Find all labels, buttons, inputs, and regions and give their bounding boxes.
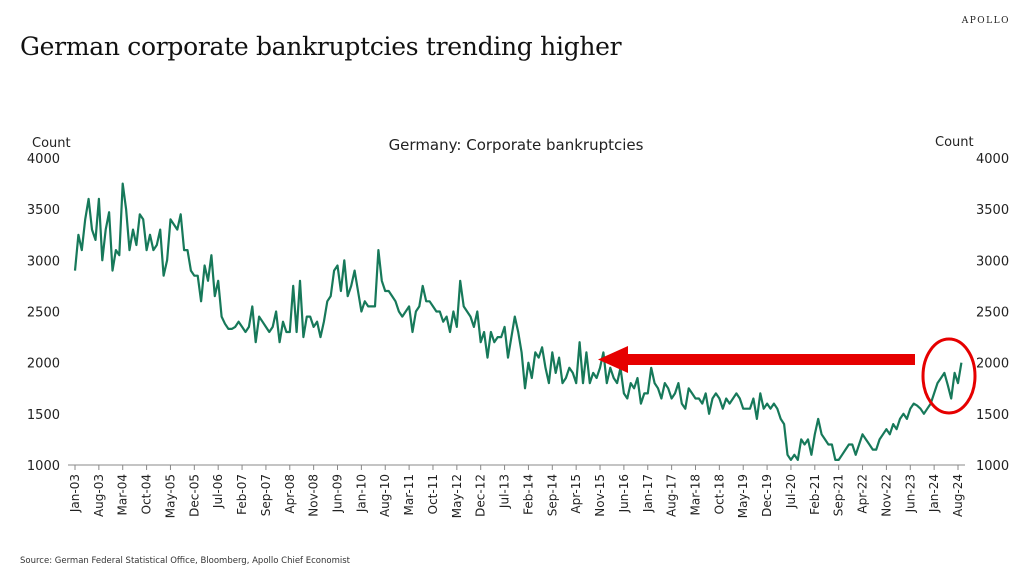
x-tick-label: Aug-24 — [951, 474, 965, 517]
x-tick-label: Mar-11 — [402, 474, 416, 515]
x-tick-label: May-12 — [450, 474, 464, 518]
y-tick-label-right: 2500 — [976, 306, 1009, 321]
x-tick-label: Jun-09 — [331, 474, 345, 513]
y-tick-label-left: 3000 — [27, 254, 60, 269]
y-tick-label-left: 2000 — [27, 357, 60, 372]
x-tick-label: Aug-10 — [378, 474, 392, 517]
x-tick-label: Jan-17 — [641, 474, 655, 513]
x-tick-label: Oct-18 — [712, 474, 726, 514]
x-tick-label: Oct-04 — [140, 474, 154, 514]
y-tick-label-right: 3000 — [976, 254, 1009, 269]
y-tick-label-left: 4000 — [27, 152, 60, 167]
x-tick-label: Feb-14 — [521, 474, 535, 515]
x-tick-label: Nov-08 — [307, 474, 321, 517]
highlight-circle — [921, 337, 977, 415]
x-tick-label: Mar-04 — [116, 474, 130, 515]
y-tick-label-right: 1000 — [976, 459, 1009, 474]
x-tick-label: Nov-22 — [879, 474, 893, 517]
chart-title: Germany: Corporate bankruptcies — [389, 136, 644, 154]
series-line-bankruptcies — [73, 182, 963, 461]
y-tick-label-right: 4000 — [976, 152, 1009, 167]
x-tick-label: Feb-21 — [808, 474, 822, 515]
y-tick-label-left: 3500 — [27, 203, 60, 218]
x-tick-label: Jul-06 — [211, 474, 225, 509]
x-tick-label: Sep-07 — [259, 474, 273, 516]
y-axis-label-left: Count — [32, 136, 71, 151]
x-tick-label: May-19 — [736, 474, 750, 518]
x-tick-label: Sep-21 — [832, 474, 846, 516]
arrow-shaft — [622, 354, 915, 365]
x-tick-label: Jul-13 — [498, 474, 512, 509]
y-tick-label-left: 1500 — [27, 408, 60, 423]
x-tick-label: Apr-08 — [283, 474, 297, 514]
x-tick-label: Oct-11 — [426, 474, 440, 514]
x-tick-label: Jan-10 — [354, 474, 368, 513]
x-tick-label: Apr-15 — [569, 474, 583, 514]
x-tick-label: Dec-19 — [760, 474, 774, 517]
x-tick-label: Aug-17 — [665, 474, 679, 517]
page-title: German corporate bankruptcies trending h… — [20, 32, 622, 61]
y-tick-label-right: 3500 — [976, 203, 1009, 218]
arrow-head-icon — [598, 346, 628, 373]
brand-logo: APOLLO — [961, 16, 1010, 26]
x-tick-label: Sep-14 — [545, 474, 559, 516]
x-tick-label: Nov-15 — [593, 474, 607, 517]
x-tick-label: Jan-03 — [68, 474, 82, 513]
y-tick-label-left: 2500 — [27, 306, 60, 321]
x-tick-label: Jan-24 — [927, 474, 941, 513]
x-tick-label: Jul-20 — [784, 474, 798, 509]
x-tick-label: Aug-03 — [92, 474, 106, 517]
y-tick-label-left: 1000 — [27, 459, 60, 474]
y-tick-label-right: 1500 — [976, 408, 1009, 423]
x-tick-label: Dec-12 — [474, 474, 488, 517]
x-tick-label: Mar-18 — [688, 474, 702, 515]
y-tick-label-right: 2000 — [976, 357, 1009, 372]
x-tick-label: Apr-22 — [856, 474, 870, 514]
x-tick-label: Jun-16 — [617, 474, 631, 513]
y-axis-label-right: Count — [935, 135, 974, 150]
x-tick-label: Feb-07 — [235, 474, 249, 515]
x-tick-label: May-05 — [163, 474, 177, 518]
x-tick-label: Dec-05 — [187, 474, 201, 517]
source-note: Source: German Federal Statistical Offic… — [20, 556, 350, 566]
x-tick-label: Jun-23 — [903, 474, 917, 513]
